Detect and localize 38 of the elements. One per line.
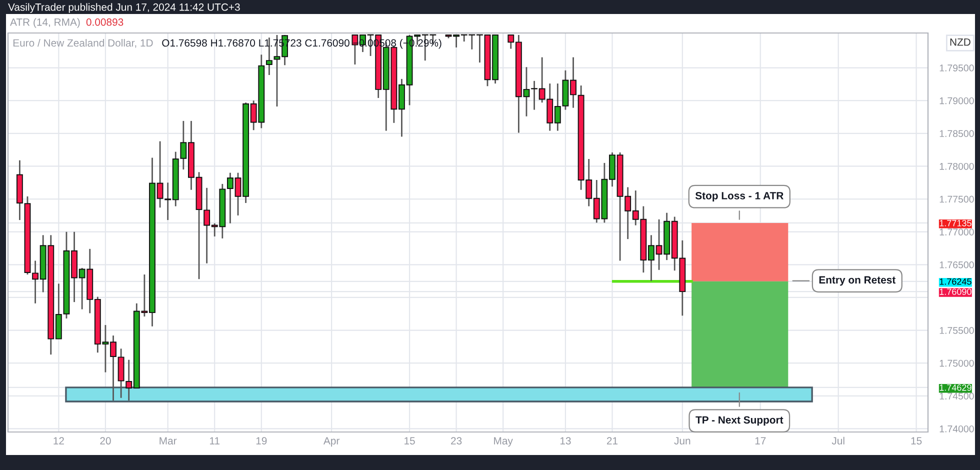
text: VasilyTrader published Jun 17, 2024 11:42 UTC+3 — [8, 3, 240, 13]
y-tick-label: 1.78000 — [940, 162, 974, 170]
y-tick-label: 1.79000 — [940, 97, 974, 104]
x-tick-label: 15 — [911, 437, 922, 445]
annotation: Entry on Retest — [819, 276, 896, 286]
y-tick-label: 1.77135 — [940, 220, 972, 226]
x-tick-label: Jun — [674, 437, 690, 445]
x-tick-label: 12 — [54, 437, 64, 444]
y-tick-label: 1.76090 — [940, 288, 972, 295]
y-tick-label: 1.75500 — [940, 327, 974, 334]
annotation: Stop Loss - 1 ATR — [695, 192, 784, 202]
x-tick-label: 20 — [100, 437, 111, 445]
x-tick-label: May — [494, 437, 513, 447]
x-tick-label: 23 — [451, 437, 462, 445]
annotation: TP - Next Support — [696, 416, 784, 426]
x-tick-label: 17 — [755, 437, 766, 444]
x-tick-label: 19 — [256, 437, 267, 445]
x-tick-label: Apr — [323, 437, 340, 447]
x-tick-label: 15 — [404, 437, 415, 445]
x-tick-label: Mar — [160, 437, 177, 445]
x-tick-label: 21 — [606, 437, 618, 444]
y-tick-label: 1.78500 — [940, 130, 974, 138]
y-tick-label: 1.76500 — [940, 261, 974, 268]
x-tick-label: 11 — [210, 437, 220, 444]
y-tick-label: 1.76245 — [940, 278, 972, 285]
y-tick-label: 1.74000 — [940, 425, 974, 432]
text: ATR (14, RMA) — [10, 18, 80, 28]
y-tick-label: 1.74500 — [940, 392, 974, 400]
y-tick-label: 1.74629 — [940, 384, 972, 391]
y-tick-label: 1.79500 — [940, 64, 974, 72]
text: 0.00893 — [86, 18, 124, 26]
x-tick-label: Jul — [832, 436, 844, 445]
text: Euro / New Zealand Dollar, 1D — [13, 38, 153, 48]
x-tick-label: 13 — [560, 437, 571, 445]
y-tick-label: 1.77000 — [940, 228, 974, 236]
y-tick-label: 1.75000 — [940, 360, 974, 367]
y-axis-title: NZD — [950, 38, 970, 46]
y-tick-label: 1.77500 — [940, 196, 974, 203]
